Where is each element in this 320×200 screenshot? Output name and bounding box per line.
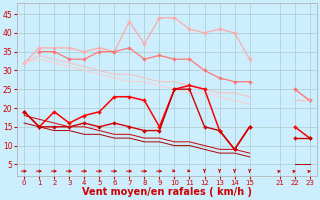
X-axis label: Vent moyen/en rafales ( km/h ): Vent moyen/en rafales ( km/h ) (82, 187, 252, 197)
